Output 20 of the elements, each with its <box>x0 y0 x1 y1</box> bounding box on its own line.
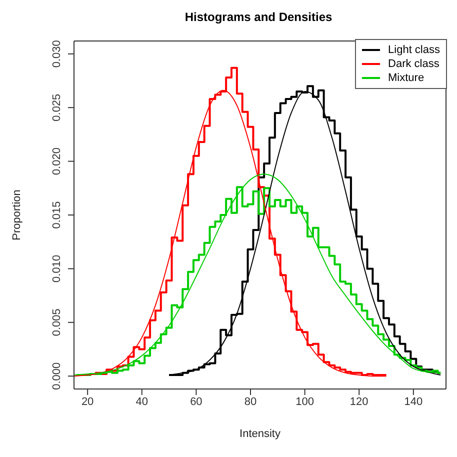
y-tick-label: 0.020 <box>51 148 63 176</box>
x-tick-label: 100 <box>296 396 314 408</box>
y-tick-label: 0.025 <box>51 94 63 122</box>
x-tick-label: 140 <box>404 396 423 408</box>
x-tick-label: 40 <box>136 396 148 408</box>
x-axis-title: Intensity <box>240 428 281 440</box>
y-tick-label: 0.030 <box>51 40 63 68</box>
x-tick-label: 60 <box>190 396 202 408</box>
x-tick-label: 80 <box>244 396 257 408</box>
x-tick-label: 120 <box>350 396 368 408</box>
y-tick-label: 0.010 <box>51 254 63 282</box>
legend-label: Mixture <box>388 71 424 85</box>
y-tick-label: 0.000 <box>51 362 63 390</box>
chart-title: Histograms and Densities <box>184 9 334 26</box>
legend-label: Light class <box>388 43 440 57</box>
y-tick-label: 0.005 <box>51 308 63 336</box>
x-tick-label: 20 <box>81 396 94 408</box>
y-tick-label: 0.015 <box>51 201 63 229</box>
y-axis-title: Proportion <box>10 190 23 240</box>
legend-label: Dark class <box>388 57 440 71</box>
